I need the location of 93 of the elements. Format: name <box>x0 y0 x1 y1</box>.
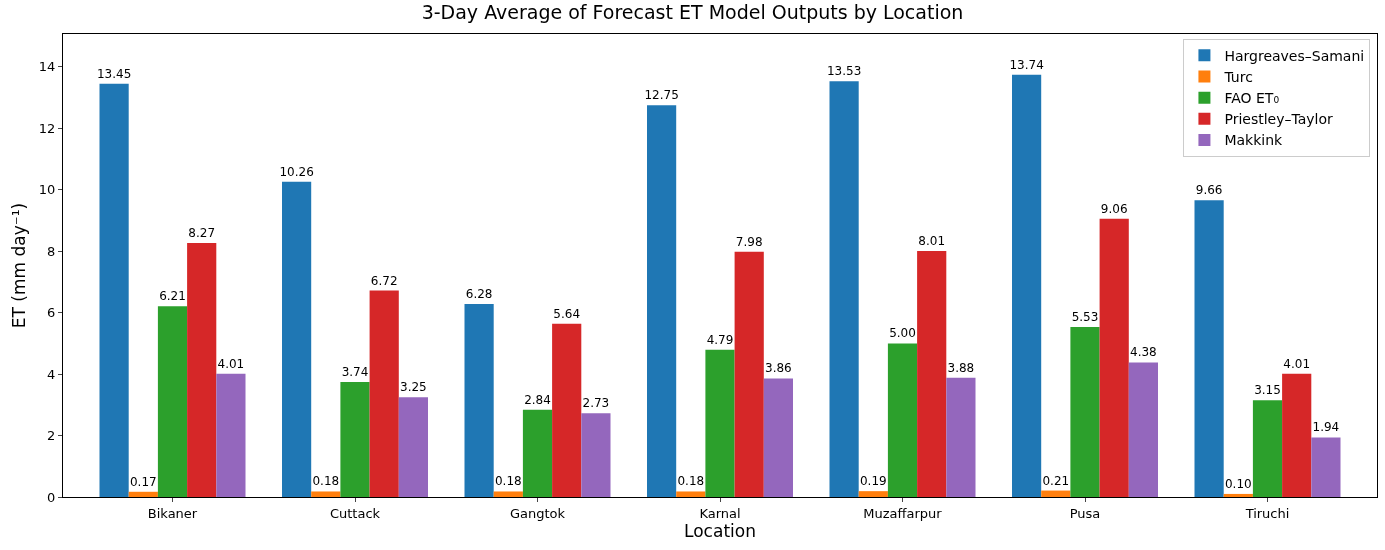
bar <box>1012 74 1042 497</box>
legend-label: Priestley–Taylor <box>1224 111 1334 128</box>
data-label: 4.79 <box>706 332 734 347</box>
bar <box>1070 327 1100 497</box>
data-label: 2.73 <box>582 396 610 411</box>
data-label: 8.01 <box>918 233 946 248</box>
data-label: 3.25 <box>400 380 427 395</box>
data-label: 13.74 <box>1009 57 1044 72</box>
data-label: 0.18 <box>494 474 522 489</box>
data-label: 3.88 <box>947 360 975 375</box>
data-label: 2.84 <box>524 392 551 407</box>
x-tick-label: Karnal <box>699 505 741 521</box>
y-tick-label: 10 <box>38 182 56 198</box>
bar <box>1128 362 1158 497</box>
x-tick-label: Pusa <box>1069 505 1101 521</box>
bar <box>522 409 553 497</box>
bar <box>1223 493 1253 497</box>
data-label: 5.64 <box>553 306 581 321</box>
data-label: 8.27 <box>188 225 216 240</box>
data-label: 4.01 <box>217 356 245 371</box>
bar <box>187 242 217 497</box>
data-label: 1.94 <box>1312 420 1340 435</box>
data-label: 6.21 <box>159 289 186 304</box>
bar <box>946 377 976 497</box>
bar <box>917 250 947 497</box>
bar <box>705 349 735 497</box>
y-tick-label: 14 <box>38 59 56 75</box>
bar <box>887 343 918 497</box>
x-tick-label: Bikaner <box>147 505 198 521</box>
x-tick-label: Gangtok <box>509 505 566 521</box>
bar <box>1311 437 1341 497</box>
bar <box>552 323 582 497</box>
bar <box>398 397 428 497</box>
bar <box>282 181 312 497</box>
y-tick-label: 8 <box>47 243 56 259</box>
data-label: 3.86 <box>765 361 792 376</box>
bar <box>1194 200 1224 497</box>
y-tick-label: 6 <box>47 305 56 321</box>
data-label: 9.66 <box>1195 183 1223 198</box>
bar <box>1099 218 1129 497</box>
data-label: 0.18 <box>677 474 705 489</box>
data-label: 0.10 <box>1224 476 1252 491</box>
data-label: 5.53 <box>1071 310 1099 325</box>
legend-label: Turc <box>1223 68 1253 85</box>
y-tick-label: 4 <box>47 366 56 382</box>
data-label: 0.21 <box>1042 473 1070 488</box>
x-axis-title: Location <box>684 520 756 541</box>
y-tick-label: 12 <box>38 120 56 136</box>
bar <box>157 306 188 497</box>
bar <box>1252 400 1283 497</box>
bar <box>647 105 677 497</box>
x-tick-label: Muzaffarpur <box>863 505 943 521</box>
bar <box>99 83 129 497</box>
bar <box>493 491 523 497</box>
y-tick-label: 2 <box>47 428 56 444</box>
bar <box>340 382 370 497</box>
y-tick-label: 0 <box>47 489 56 505</box>
data-label: 3.74 <box>341 365 369 380</box>
bar <box>829 81 859 497</box>
data-label: 9.06 <box>1100 201 1128 216</box>
data-label: 13.53 <box>826 64 862 79</box>
data-label: 6.28 <box>465 287 493 302</box>
legend-label: FAO ET₀ <box>1224 90 1280 107</box>
bar <box>581 413 611 497</box>
bar <box>369 290 399 497</box>
bar <box>858 491 888 497</box>
data-label: 0.19 <box>859 474 887 489</box>
x-tick-label: Cuttack <box>329 505 381 521</box>
data-label: 13.45 <box>96 66 132 81</box>
data-label: 0.17 <box>129 474 157 489</box>
bar <box>311 491 341 497</box>
data-label: 3.15 <box>1254 383 1281 398</box>
bar <box>216 373 246 497</box>
x-tick-label: Tiruchi <box>1244 505 1290 521</box>
data-label: 7.98 <box>735 234 763 249</box>
data-label: 6.72 <box>370 273 398 288</box>
bar <box>464 304 494 497</box>
data-label: 12.75 <box>644 88 679 103</box>
bar <box>676 491 706 497</box>
data-label: 4.38 <box>1130 345 1157 360</box>
legend-label: Hargreaves–Samani <box>1224 47 1365 64</box>
bar <box>763 378 793 497</box>
data-label: 0.18 <box>312 474 340 489</box>
bar <box>734 251 764 497</box>
y-axis-title: ET (mm day⁻¹) <box>9 202 30 329</box>
data-label: 5.00 <box>889 326 916 341</box>
bar <box>128 491 158 497</box>
data-label: 10.26 <box>279 164 314 179</box>
bar <box>1041 490 1071 497</box>
chart-title: 3-Day Average of Forecast ET Model Outputs by Location <box>421 0 964 23</box>
legend-label: Makkink <box>1224 132 1284 149</box>
bar <box>1282 373 1312 497</box>
data-label: 4.01 <box>1283 356 1311 371</box>
